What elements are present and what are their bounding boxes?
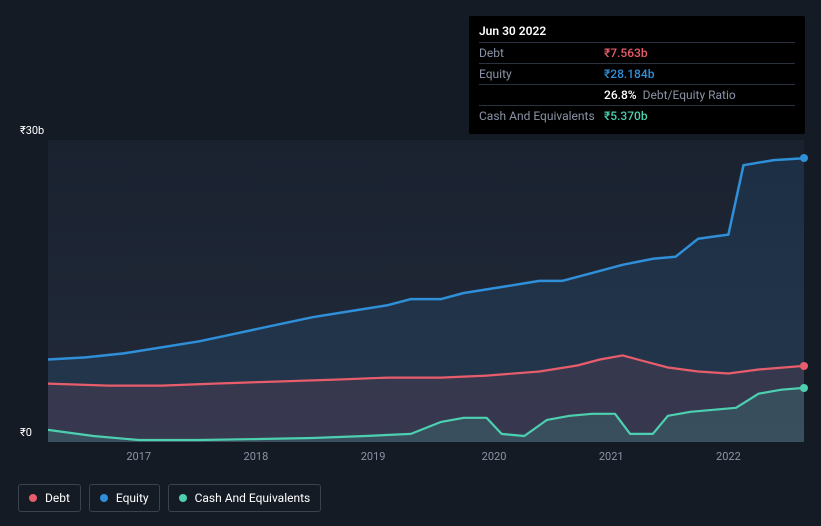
x-axis-label: 2021	[599, 450, 624, 463]
x-axis-label: 2018	[244, 450, 269, 463]
tooltip-row: 26.8% Debt/Equity Ratio	[479, 84, 795, 105]
tooltip-row-label: Cash And Equivalents	[479, 109, 604, 123]
x-axis-label: 2017	[126, 450, 151, 463]
tooltip-row: Debt₹7.563b	[479, 42, 795, 63]
legend-dot-icon	[179, 494, 187, 502]
legend-dot-icon	[29, 494, 37, 502]
line-chart-svg	[48, 140, 804, 442]
legend-item[interactable]: Equity	[89, 484, 160, 512]
legend-label: Cash And Equivalents	[195, 491, 311, 505]
series-end-dot	[800, 384, 808, 392]
legend-item[interactable]: Cash And Equivalents	[168, 484, 322, 512]
x-axis-label: 2022	[716, 450, 741, 463]
legend-label: Equity	[116, 491, 149, 505]
tooltip-row-value: 26.8%	[604, 88, 637, 102]
series-end-dot	[800, 154, 808, 162]
tooltip-row-suffix: Debt/Equity Ratio	[643, 88, 736, 102]
tooltip-row-label: Equity	[479, 67, 604, 81]
tooltip-row: Cash And Equivalents₹5.370b	[479, 105, 795, 126]
legend-label: Debt	[45, 491, 70, 505]
x-axis-labels: 2017 2018 2019 2020 2021 2022	[48, 450, 804, 466]
tooltip-date: Jun 30 2022	[479, 24, 795, 38]
tooltip-row-label: Debt	[479, 46, 604, 60]
chart-area[interactable]	[48, 140, 804, 442]
tooltip-row-value: ₹5.370b	[604, 109, 648, 123]
x-axis-label: 2019	[361, 450, 386, 463]
x-axis-label: 2020	[482, 450, 507, 463]
chart-tooltip: Jun 30 2022 Debt₹7.563bEquity₹28.184b26.…	[469, 16, 805, 134]
series-end-dot	[800, 362, 808, 370]
tooltip-row-value: ₹7.563b	[604, 46, 648, 60]
tooltip-row-value: ₹28.184b	[604, 67, 654, 81]
legend-dot-icon	[100, 494, 108, 502]
y-axis-min-label: ₹0	[20, 426, 32, 439]
legend-item[interactable]: Debt	[18, 484, 81, 512]
tooltip-row: Equity₹28.184b	[479, 63, 795, 84]
chart-legend: Debt Equity Cash And Equivalents	[18, 484, 321, 512]
y-axis-max-label: ₹30b	[20, 124, 44, 137]
